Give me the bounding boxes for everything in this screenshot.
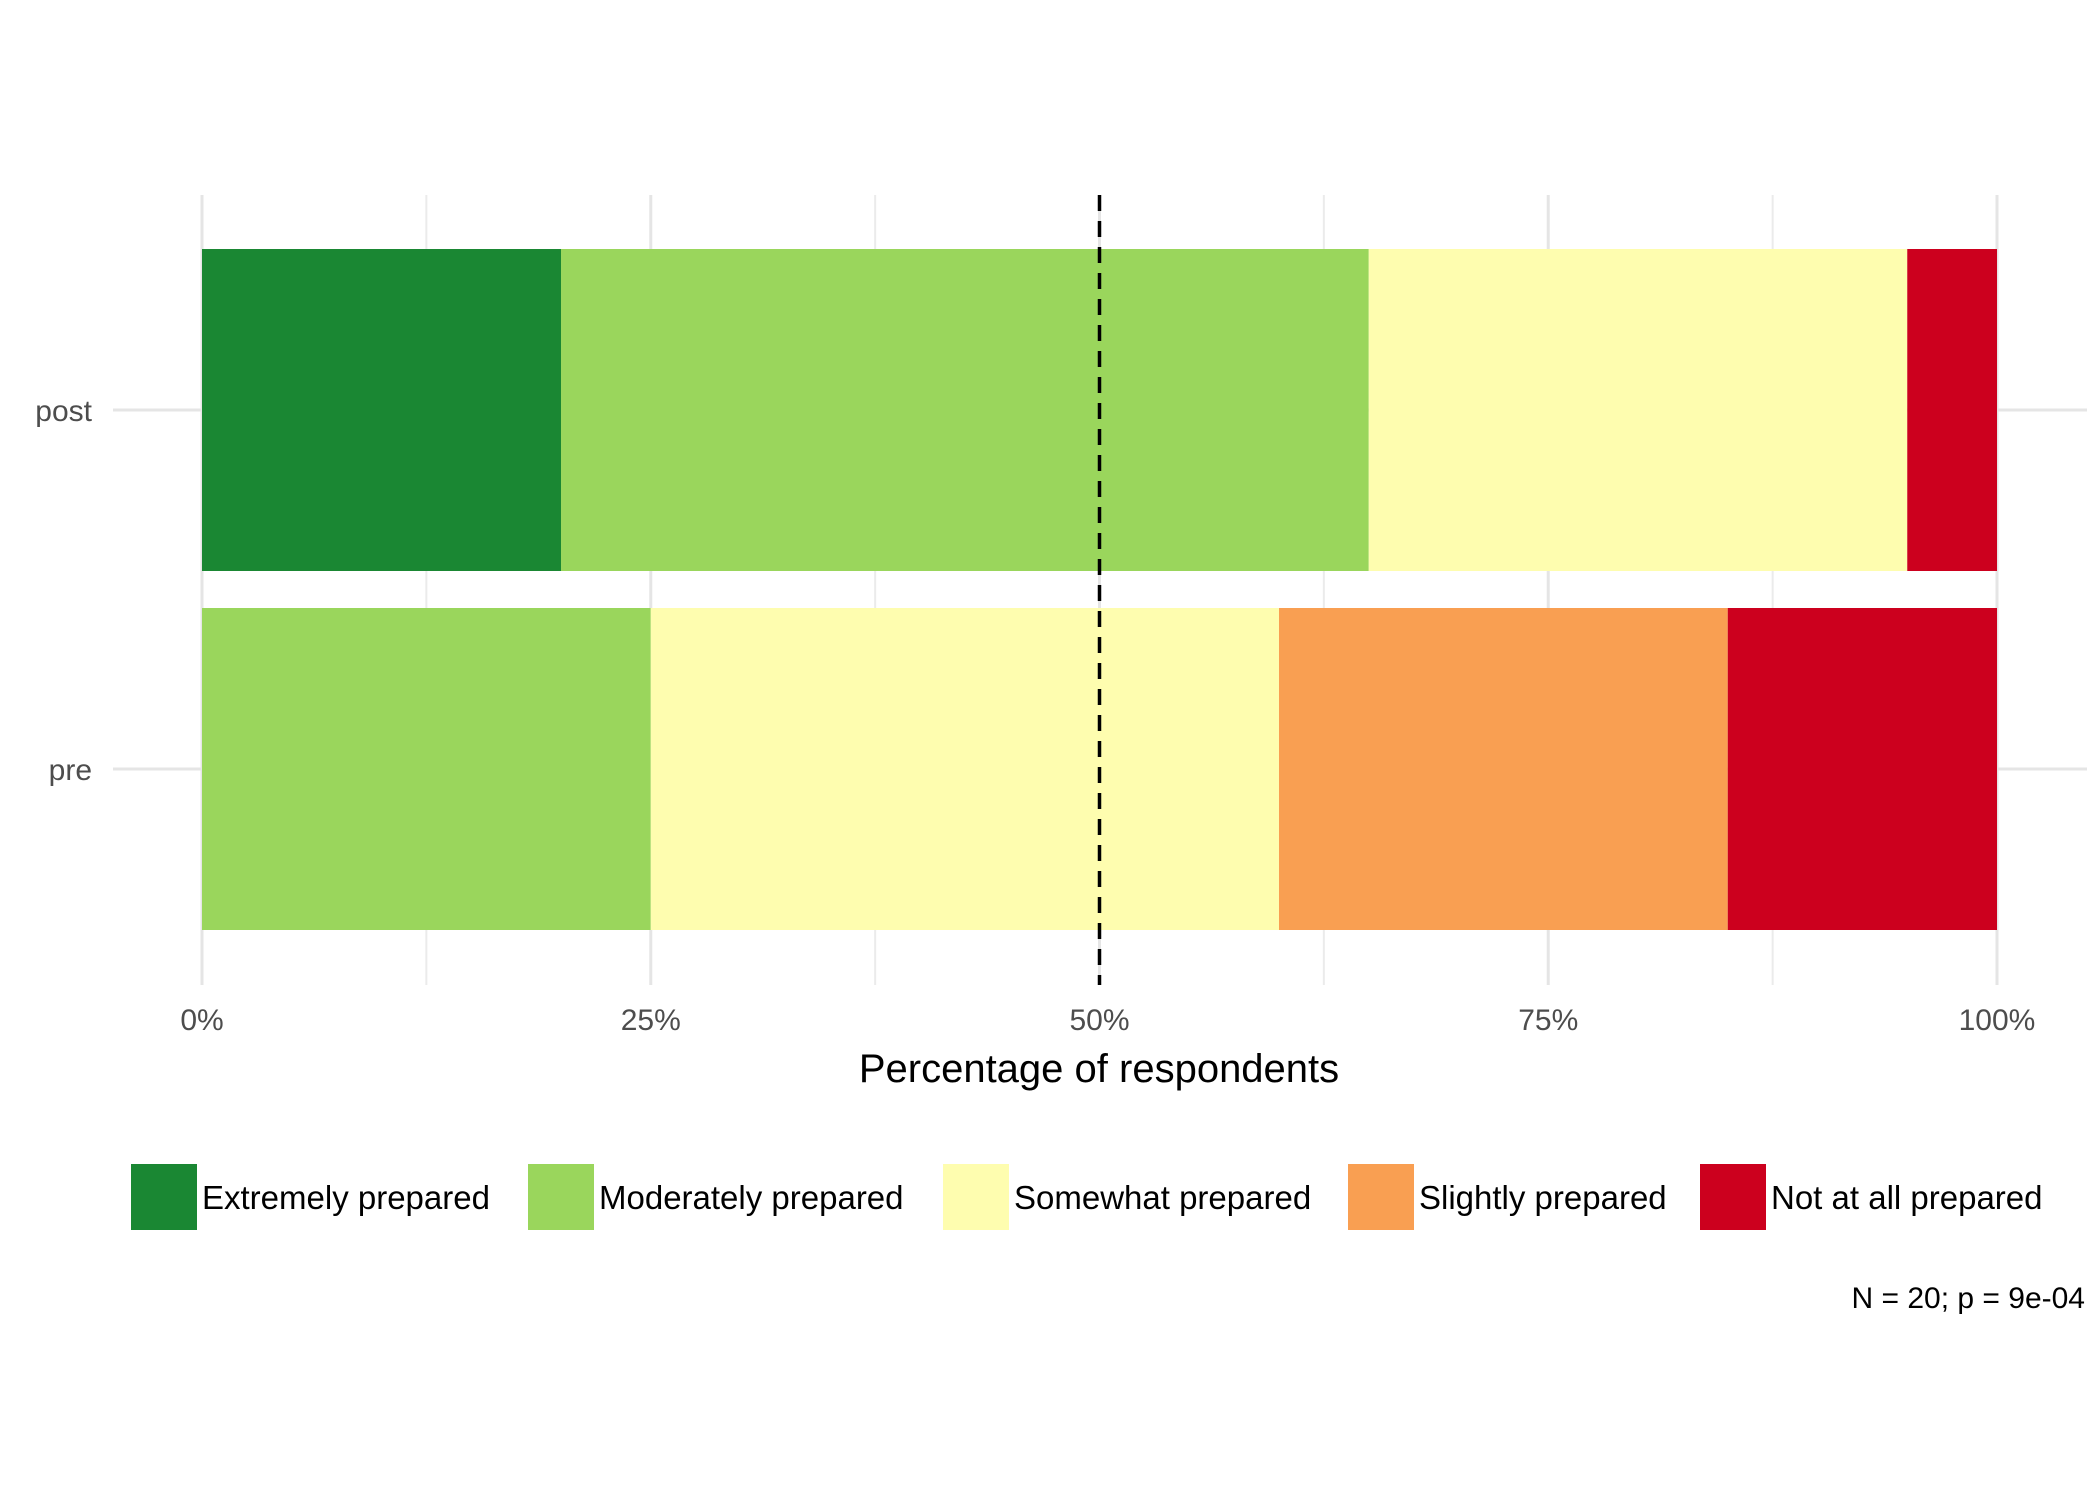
bar-segment-pre-not-at-all-prepared	[1727, 608, 1997, 930]
x-axis-tick-labels: 0% 25% 50% 75% 100%	[180, 1004, 2035, 1037]
legend-key-extremely-prepared	[131, 1164, 197, 1230]
bar-segment-post-somewhat-prepared	[1368, 249, 1908, 571]
bar-segment-post-extremely-prepared	[202, 249, 561, 571]
legend-key-moderately-prepared	[528, 1164, 594, 1230]
x-tick-label: 100%	[1959, 1004, 2036, 1037]
x-tick-label: 50%	[1069, 1004, 1129, 1037]
legend-label-somewhat-prepared: Somewhat prepared	[1014, 1179, 1311, 1216]
legend-key-slightly-prepared	[1348, 1164, 1414, 1230]
legend: Extremely prepared Moderately prepared Som…	[131, 1164, 2043, 1230]
x-tick-label: 0%	[180, 1004, 223, 1037]
legend-label-moderately-prepared: Moderately prepared	[599, 1179, 904, 1216]
y-tick-label: pre	[49, 754, 92, 787]
chart-caption: N = 20; p = 9e-04	[1852, 1282, 2086, 1315]
bar-segment-post-moderately-prepared	[561, 249, 1369, 571]
bar-segment-pre-somewhat-prepared	[650, 608, 1279, 930]
legend-label-not-at-all-prepared: Not at all prepared	[1771, 1179, 2043, 1216]
y-tick-label: post	[35, 395, 92, 428]
y-axis-tick-labels: post pre	[35, 395, 92, 787]
x-axis-title: Percentage of respondents	[859, 1047, 1339, 1091]
x-tick-label: 75%	[1518, 1004, 1578, 1037]
bars-layer	[202, 249, 1997, 930]
bar-segment-post-not-at-all-prepared	[1907, 249, 1997, 571]
legend-key-somewhat-prepared	[943, 1164, 1009, 1230]
legend-key-not-at-all-prepared	[1700, 1164, 1766, 1230]
legend-label-slightly-prepared: Slightly prepared	[1419, 1179, 1667, 1216]
legend-label-extremely-prepared: Extremely prepared	[202, 1179, 490, 1216]
x-tick-label: 25%	[621, 1004, 681, 1037]
bar-segment-pre-moderately-prepared	[202, 608, 651, 930]
bar-segment-pre-slightly-prepared	[1279, 608, 1728, 930]
